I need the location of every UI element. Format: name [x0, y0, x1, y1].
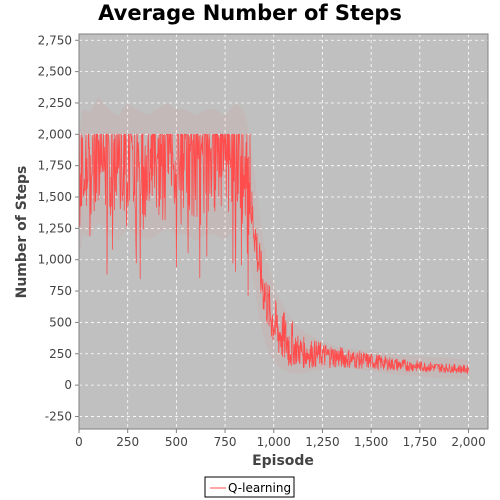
- series-line-q-learning: [78, 133, 469, 374]
- plot-border: [78, 33, 489, 430]
- x-tick-label: 1,750: [403, 435, 437, 449]
- x-axis: 0 250 500 750 1,000 1,250 1,500 1,750 2,000: [75, 429, 486, 449]
- y-tick-label: 1,000: [38, 253, 72, 267]
- data-point: [312, 353, 313, 354]
- data-point: [361, 359, 362, 360]
- data-point: [429, 366, 430, 367]
- data-point: [322, 354, 323, 355]
- y-tick-label: 2,500: [38, 65, 72, 79]
- data-point: [439, 367, 440, 368]
- variance-band-q-learning: [79, 96, 469, 380]
- data-point: [293, 347, 294, 348]
- data-point: [98, 159, 99, 160]
- data-point: [390, 363, 391, 364]
- y-tick-label: 2,750: [38, 33, 72, 47]
- data-point: [249, 196, 250, 197]
- x-tick-label: 2,000: [451, 435, 485, 449]
- x-tick-label: 750: [214, 435, 237, 449]
- y-tick-label: 0: [64, 378, 72, 392]
- data-point: [283, 337, 284, 338]
- data-point: [166, 165, 167, 166]
- data-point: [259, 265, 260, 266]
- y-axis: -250 0 250 500 750 1,000 1,250 1,500 1,750 2,000 2…: [38, 33, 79, 423]
- data-point: [156, 171, 157, 172]
- y-tick-label: 1,250: [38, 221, 72, 235]
- data-point: [176, 171, 177, 172]
- y-tick-label: 750: [49, 284, 72, 298]
- legend-label-q-learning: Q-learning: [228, 481, 291, 495]
- data-point: [341, 357, 342, 358]
- y-tick-label: -250: [45, 409, 72, 423]
- x-tick-label: 1,000: [257, 435, 291, 449]
- data-point: [263, 290, 264, 291]
- data-point: [419, 366, 420, 367]
- data-point: [127, 165, 128, 166]
- y-tick-label: 2,000: [38, 127, 72, 141]
- y-tick-label: 1,750: [38, 159, 72, 173]
- data-point: [254, 228, 255, 229]
- data-point: [224, 178, 225, 179]
- variance-band: [79, 96, 469, 380]
- y-tick-label: 250: [49, 347, 72, 361]
- data-point: [380, 362, 381, 363]
- data-point: [400, 364, 401, 365]
- data-point: [468, 369, 469, 370]
- x-tick-label: 1,500: [354, 435, 388, 449]
- data-point: [137, 171, 138, 172]
- data-point: [288, 343, 289, 344]
- data-point: [351, 358, 352, 359]
- data-point: [215, 171, 216, 172]
- x-tick-label: 500: [165, 435, 188, 449]
- data-point: [88, 178, 89, 179]
- data-point: [83, 165, 84, 166]
- x-tick-label: 1,250: [305, 435, 339, 449]
- data-point: [108, 171, 109, 172]
- data-point: [195, 178, 196, 179]
- x-tick-label: 0: [75, 435, 83, 449]
- y-axis-label: Number of Steps: [14, 166, 30, 299]
- data-point: [268, 309, 269, 310]
- data-point: [448, 368, 449, 369]
- legend: Q-learning: [204, 476, 295, 498]
- data-point: [244, 171, 245, 172]
- y-tick-label: 1,500: [38, 190, 72, 204]
- series-layer: [78, 133, 469, 374]
- y-tick-label: 500: [49, 315, 72, 329]
- data-point: [458, 368, 459, 369]
- data-point: [302, 352, 303, 353]
- data-point: [234, 165, 235, 166]
- data-point: [273, 322, 274, 323]
- data-point: [147, 178, 148, 179]
- data-point: [332, 356, 333, 357]
- data-point: [117, 178, 118, 179]
- data-point: [205, 171, 206, 172]
- x-tick-label: 250: [116, 435, 139, 449]
- data-point: [278, 332, 279, 333]
- data-point: [409, 365, 410, 366]
- data-point: [186, 171, 187, 172]
- chart-title: Average Number of Steps: [98, 1, 402, 25]
- x-axis-label: Episode: [252, 453, 314, 469]
- legend-box: [204, 476, 295, 498]
- y-tick-label: 2,250: [38, 96, 72, 110]
- data-point: [371, 361, 372, 362]
